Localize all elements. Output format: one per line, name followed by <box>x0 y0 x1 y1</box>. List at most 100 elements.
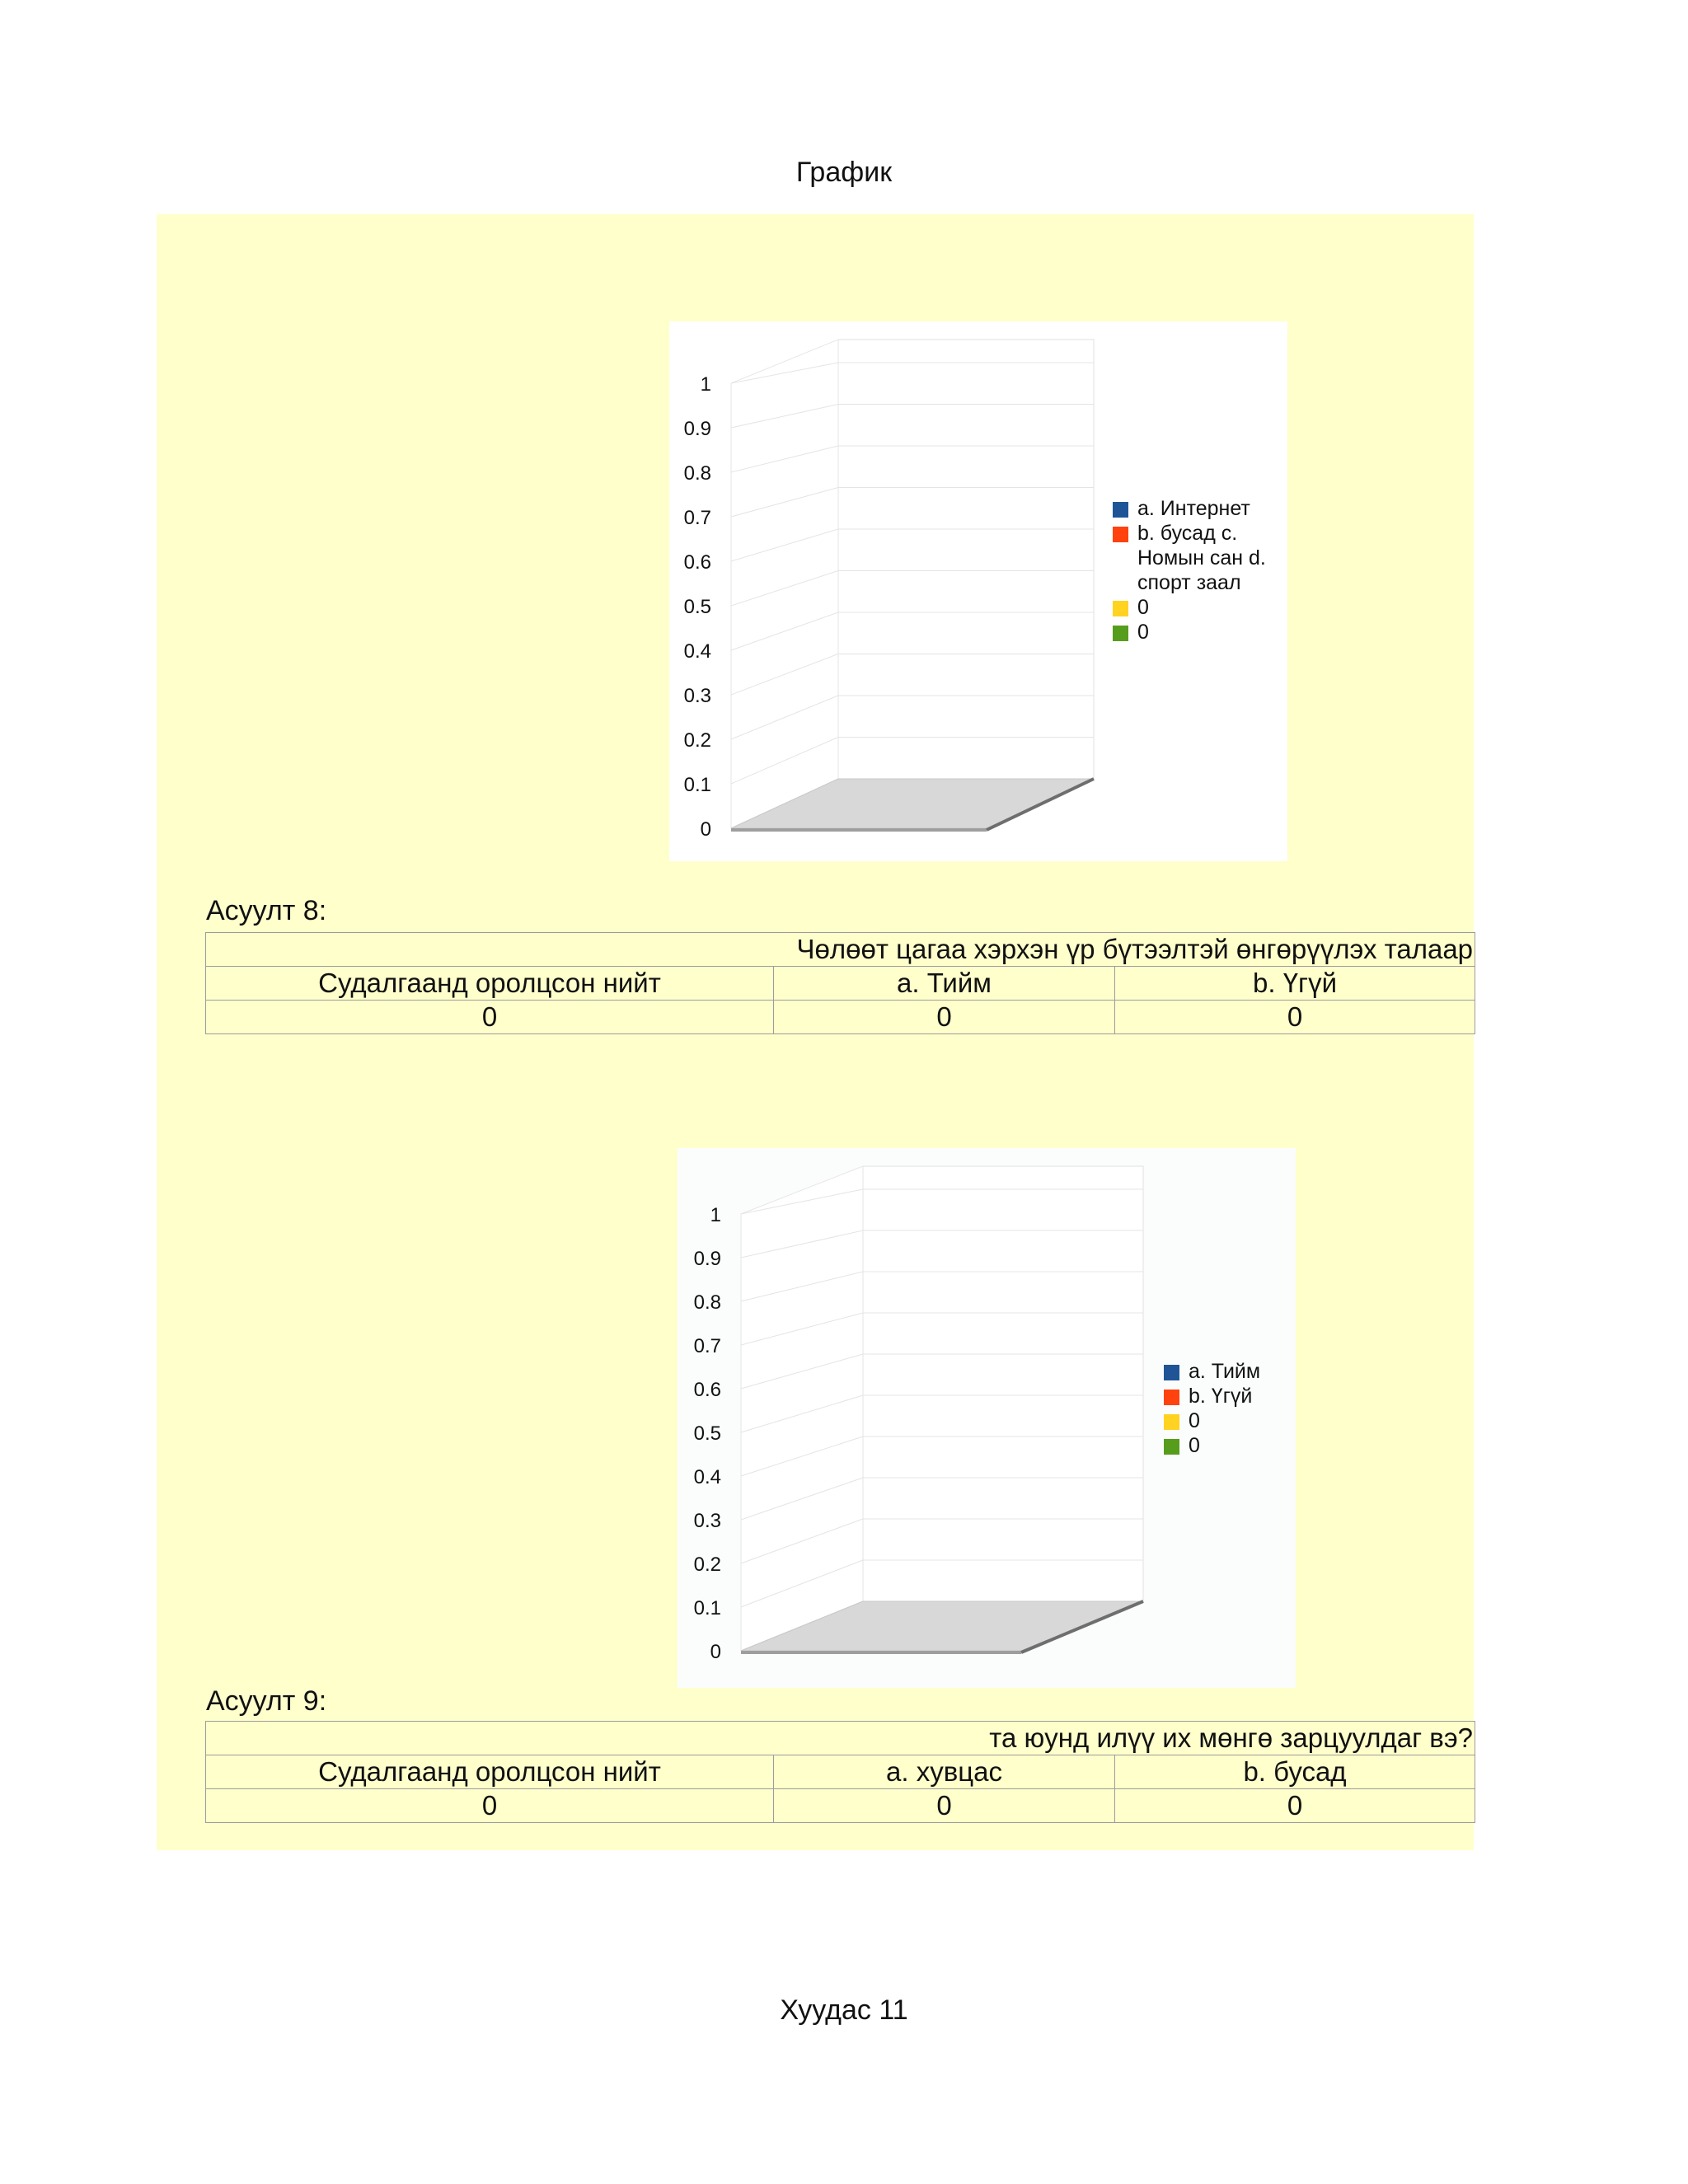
legend-label: 0 <box>1137 621 1149 644</box>
chart-back-wall <box>837 339 1095 780</box>
y-tick-label: 0.2 <box>684 729 711 752</box>
gridline-side <box>740 1271 864 1302</box>
table-cell: 0 <box>773 1000 1115 1034</box>
y-tick-label: 0.7 <box>684 507 711 529</box>
column-header: b. бусад <box>1114 1755 1476 1789</box>
gridline-side <box>730 737 839 785</box>
table-cell: 0 <box>205 1000 774 1034</box>
legend-item: b. бусад c. Номын сан d. спорт заал <box>1113 521 1278 595</box>
legend-item: 0 <box>1164 1433 1287 1458</box>
gridline-side <box>740 1477 864 1521</box>
gridline-side <box>740 1312 864 1346</box>
table-title-row: Чөлөөт цагаа хэрхэн үр бүтээлтэй өнгөрүү… <box>204 932 1476 967</box>
y-tick-label: 0.1 <box>694 1597 721 1619</box>
y-tick-label: 0.7 <box>694 1335 721 1357</box>
question-8-title: Чөлөөт цагаа хэрхэн үр бүтээлтэй өнгөрүү… <box>204 932 1476 967</box>
chart-1: 0 0.1 0.2 0.3 0.4 0.5 0.6 0.7 0.8 0.9 1 <box>684 339 1095 841</box>
legend-swatch-blue <box>1164 1365 1179 1380</box>
column-header: a. хувцас <box>773 1755 1115 1789</box>
y-tick-label: 0.8 <box>694 1291 721 1314</box>
chart-side-wall <box>740 1165 864 1652</box>
gridline-side <box>740 1394 864 1433</box>
column-header: a. Тийм <box>773 966 1115 1001</box>
question-8-table: Чөлөөт цагаа хэрхэн үр бүтээлтэй өнгөрүү… <box>204 932 1476 1034</box>
question-9-label: Асуулт 9: <box>206 1685 327 1717</box>
table-row: 0 0 0 <box>205 1000 1476 1034</box>
gridline-side <box>740 1353 864 1390</box>
y-tick-label: 1 <box>710 1204 721 1226</box>
legend-label: 0 <box>1189 1434 1200 1457</box>
chart-panel-2: 0 0.1 0.2 0.3 0.4 0.5 0.6 0.7 0.8 0.9 1 a. Тийм b.… <box>678 1148 1296 1688</box>
chart-1-legend: a. Интернет b. бусад c. Номын сан d. спо… <box>1113 496 1278 644</box>
legend-swatch-green <box>1113 626 1128 641</box>
gridline-side <box>730 695 839 740</box>
question-8-label: Асуулт 8: <box>206 895 327 926</box>
legend-item: 0 <box>1113 595 1278 620</box>
page-number: Хуудас 11 <box>780 1994 908 2026</box>
legend-item: 0 <box>1164 1408 1287 1433</box>
gridline-side <box>730 612 839 651</box>
legend-label: b. бусад c. Номын сан d. спорт заал <box>1137 522 1266 594</box>
gridline-side <box>740 1436 864 1477</box>
column-header: Судалгаанд оролцсон нийт <box>205 966 774 1001</box>
table-header-row: Судалгаанд оролцсон нийт a. хувцас b. бу… <box>205 1755 1476 1789</box>
y-tick-label: 1 <box>701 373 711 396</box>
gridline-side <box>730 528 839 562</box>
legend-item: 0 <box>1113 620 1278 644</box>
gridline-side <box>730 362 839 384</box>
y-tick-label: 0.8 <box>684 462 711 485</box>
floor-right-edge <box>1020 1600 1144 1654</box>
table-cell: 0 <box>205 1788 774 1823</box>
floor-right-edge <box>986 777 1095 832</box>
y-tick-label: 0.3 <box>684 685 711 707</box>
chart-side-wall <box>730 339 839 829</box>
gridline-side <box>730 654 839 696</box>
chart-panel-1: 0 0.1 0.2 0.3 0.4 0.5 0.6 0.7 0.8 0.9 1 a. Интерне… <box>669 321 1287 861</box>
table-title-row: та юунд илүү их мөнгө зарцуулдаг вэ? <box>204 1721 1476 1755</box>
y-tick-label: 0.9 <box>694 1248 721 1270</box>
legend-swatch-green <box>1164 1439 1179 1455</box>
question-9-title: та юунд илүү их мөнгө зарцуулдаг вэ? <box>204 1721 1476 1755</box>
y-tick-label: 0.9 <box>684 418 711 440</box>
legend-label: b. Үгүй <box>1189 1385 1253 1408</box>
chart-2-legend: a. Тийм b. Үгүй 0 0 <box>1164 1359 1287 1458</box>
column-header: Судалгаанд оролцсон нийт <box>205 1755 774 1789</box>
y-tick-label: 0.4 <box>684 640 711 663</box>
y-tick-label: 0.6 <box>694 1379 721 1401</box>
table-row: 0 0 0 <box>205 1788 1476 1823</box>
legend-item: a. Тийм <box>1164 1359 1287 1384</box>
gridline-side <box>740 1559 864 1608</box>
gridline-side <box>730 487 839 518</box>
gridline-side <box>730 570 839 607</box>
y-tick-label: 0.5 <box>684 596 711 618</box>
legend-label: a. Интернет <box>1137 497 1250 520</box>
gridline-side <box>730 404 839 429</box>
legend-label: 0 <box>1137 596 1149 619</box>
y-tick-label: 0.1 <box>684 774 711 796</box>
gridline-side <box>740 1188 864 1215</box>
question-9-table: та юунд илүү их мөнгө зарцуулдаг вэ? Суд… <box>204 1721 1476 1823</box>
y-tick-label: 0.6 <box>684 551 711 574</box>
gridline-side <box>730 445 839 473</box>
table-cell: 0 <box>773 1788 1115 1823</box>
legend-item: a. Интернет <box>1113 496 1278 521</box>
legend-swatch-blue <box>1113 502 1128 518</box>
chart-back-wall <box>862 1165 1144 1602</box>
gridline-side <box>740 1518 864 1564</box>
legend-swatch-red <box>1113 527 1128 542</box>
y-tick-label: 0 <box>701 818 711 841</box>
y-tick-label: 0.2 <box>694 1554 721 1576</box>
table-cell: 0 <box>1114 1000 1476 1034</box>
legend-swatch-yellow <box>1113 601 1128 616</box>
column-header: b. Үгүй <box>1114 966 1476 1001</box>
y-tick-label: 0.3 <box>694 1510 721 1532</box>
chart-2: 0 0.1 0.2 0.3 0.4 0.5 0.6 0.7 0.8 0.9 1 <box>694 1165 1144 1663</box>
legend-label: a. Тийм <box>1189 1360 1261 1383</box>
y-tick-label: 0 <box>710 1641 721 1663</box>
legend-item: b. Үгүй <box>1164 1384 1287 1408</box>
page-title: График <box>795 157 893 188</box>
table-cell: 0 <box>1114 1788 1476 1823</box>
legend-swatch-red <box>1164 1390 1179 1405</box>
gridline-side <box>740 1230 864 1258</box>
y-tick-label: 0.4 <box>694 1466 721 1488</box>
